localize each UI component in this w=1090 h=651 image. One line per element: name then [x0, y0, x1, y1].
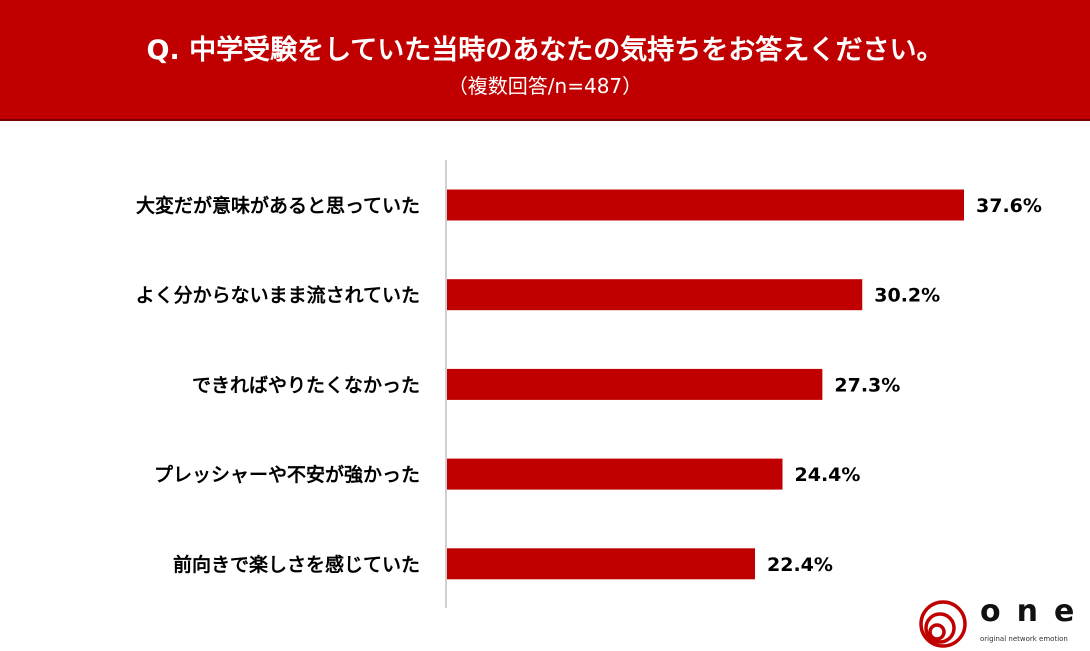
value-label: 24.4% — [795, 464, 861, 486]
category-label: プレッシャーや不安が強かった — [154, 463, 420, 486]
category-label: 前向きで楽しさを感じていた — [173, 553, 420, 576]
bar — [447, 189, 964, 221]
value-label: 22.4% — [767, 554, 833, 576]
logo-spiral-icon — [919, 600, 967, 648]
logo-text: one — [980, 594, 1090, 629]
category-label: よく分からないまま流されていた — [136, 284, 420, 307]
value-label: 30.2% — [874, 285, 940, 307]
category-label: 大変だが意味があると思っていた — [136, 194, 420, 217]
chart-header: Q. 中学受験をしていた当時のあなたの気持ちをお答えください。 （複数回答/n=… — [0, 0, 1090, 121]
value-label: 27.3% — [834, 374, 900, 396]
bar — [447, 458, 783, 490]
bar — [447, 548, 755, 580]
bar — [447, 279, 863, 311]
category-label: できればやりたくなかった — [192, 374, 420, 396]
chart-title: Q. 中学受験をしていた当時のあなたの気持ちをお答えください。 — [146, 35, 944, 66]
logo-tagline: original network emotion — [980, 635, 1068, 643]
one-logo: one original network emotion — [918, 594, 1088, 650]
chart-subtitle: （複数回答/n=487） — [447, 74, 643, 98]
value-label: 37.6% — [976, 195, 1042, 217]
bar — [447, 368, 823, 400]
